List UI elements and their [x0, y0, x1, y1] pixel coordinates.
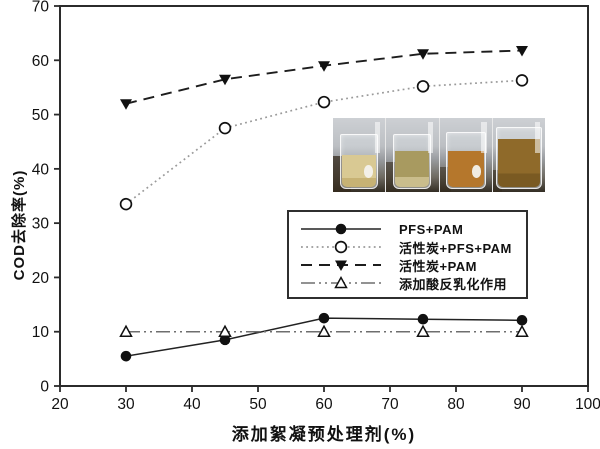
beaker-glass [445, 132, 486, 189]
svg-text:70: 70 [32, 0, 50, 16]
beaker-glass [393, 134, 432, 189]
svg-text:20: 20 [32, 270, 50, 287]
legend-item-acid-demulsification: 添加酸反乳化作用 [299, 274, 526, 292]
legend-item-ac-pam: 活性炭+PAM [299, 256, 526, 274]
beaker-photos-inset [333, 118, 545, 192]
legend-label: PFS+PAM [399, 221, 464, 237]
svg-text:40: 40 [183, 396, 201, 413]
svg-text:30: 30 [117, 396, 135, 413]
legend-item-pfs-pam: PFS+PAM [299, 220, 526, 238]
svg-text:0: 0 [40, 379, 49, 396]
legend-label: 添加酸反乳化作用 [399, 276, 508, 292]
legend-line-sample [301, 260, 381, 271]
svg-text:50: 50 [32, 107, 50, 124]
beaker-liquid [395, 150, 430, 187]
svg-text:30: 30 [32, 216, 50, 233]
legend-line-sample [301, 223, 381, 235]
beaker-photo-2 [386, 118, 439, 192]
legend-line-sample [301, 275, 381, 289]
y-axis-title: COD去除率(%) [11, 169, 28, 281]
chart-legend: PFS+PAM 活性炭+PFS+PAM 活性炭+PAM 添加酸反乳化作用 [287, 210, 528, 299]
beaker-glass [340, 134, 379, 189]
svg-text:20: 20 [51, 396, 69, 413]
beaker-liquid [497, 139, 540, 187]
svg-text:10: 10 [32, 324, 50, 341]
legend-label: 活性炭+PAM [399, 258, 478, 274]
beaker-glass [495, 127, 542, 189]
svg-text:90: 90 [513, 396, 531, 413]
legend-label: 活性炭+PFS+PAM [399, 240, 512, 256]
svg-text:60: 60 [315, 396, 333, 413]
beaker-label-spot [364, 165, 374, 178]
beaker-photo-1 [333, 118, 386, 192]
legend-line-sample [301, 240, 381, 254]
svg-text:40: 40 [32, 161, 50, 178]
svg-text:60: 60 [32, 53, 50, 70]
beaker-photo-3 [439, 118, 492, 192]
svg-text:50: 50 [249, 396, 267, 413]
svg-text:80: 80 [447, 396, 465, 413]
svg-text:70: 70 [381, 396, 399, 413]
beaker-label-spot [471, 165, 481, 178]
legend-item-ac-pfs-pam: 活性炭+PFS+PAM [299, 238, 526, 256]
svg-text:100: 100 [575, 396, 600, 413]
x-axis-title: 添加絮凝预处理剂(%) [231, 425, 417, 444]
beaker-photo-4 [492, 118, 545, 192]
